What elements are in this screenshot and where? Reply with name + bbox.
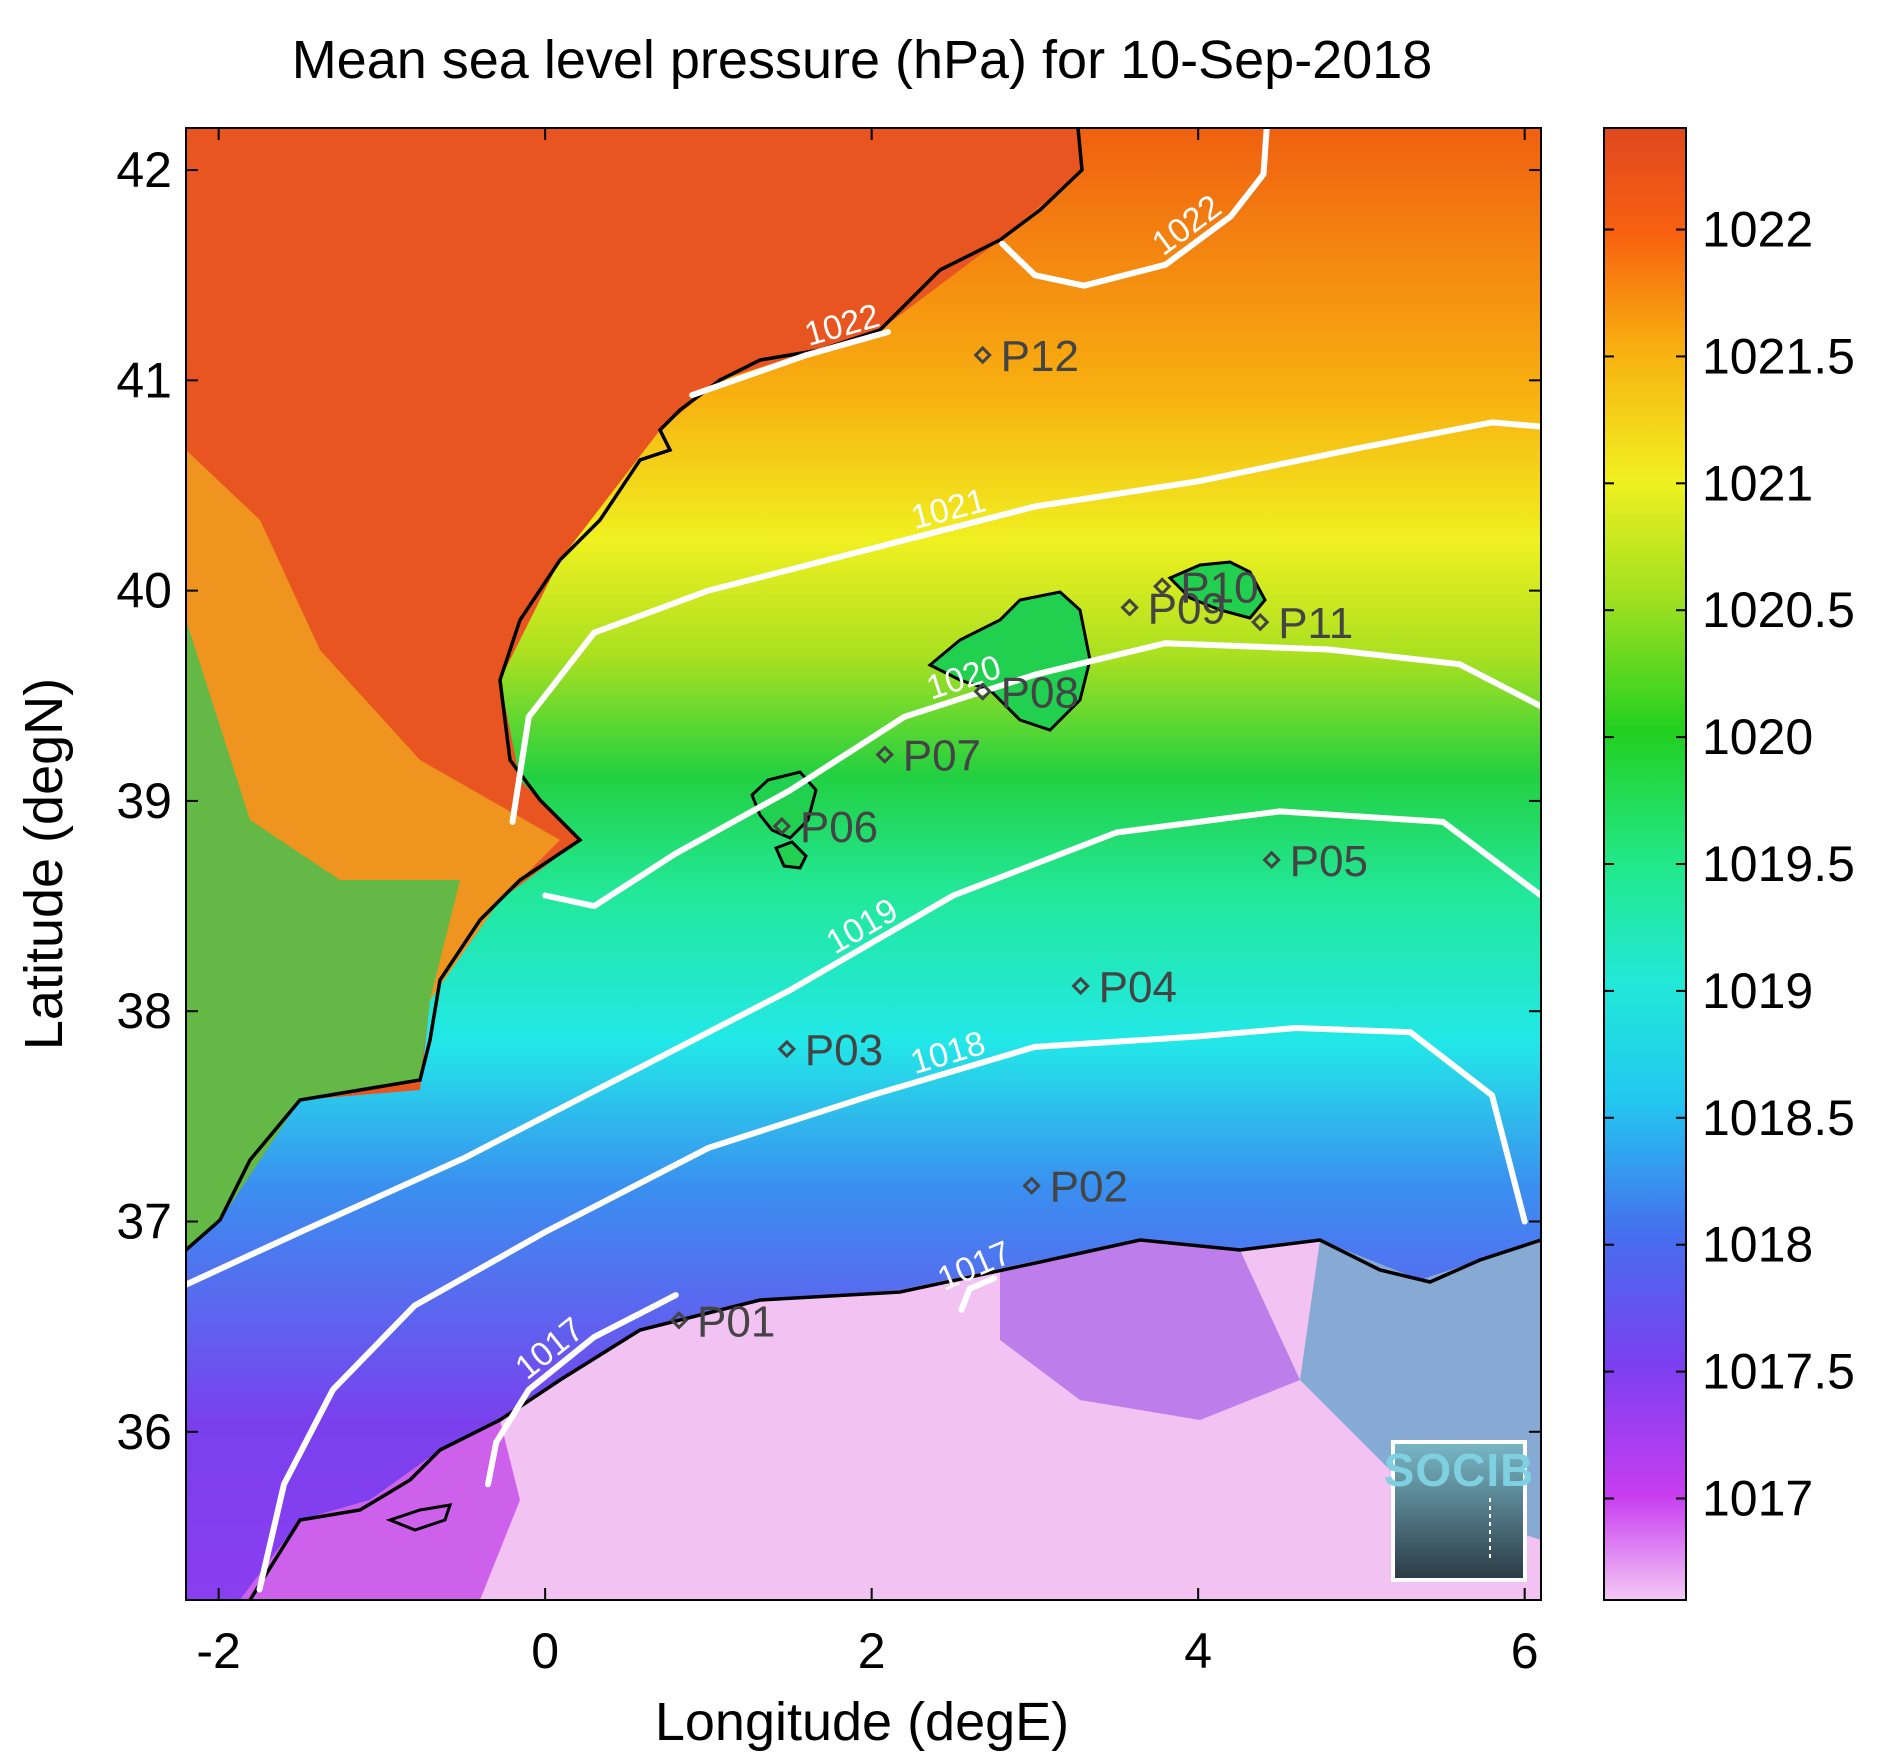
contour-1017 xyxy=(485,1292,679,1488)
station-marker xyxy=(777,1039,797,1059)
colorbar-tick-label: 1019.5 xyxy=(1702,836,1855,892)
colorbar-tick-label: 1022 xyxy=(1702,202,1813,258)
colorbar-tick-label: 1019 xyxy=(1702,963,1813,1019)
colorbar-tick-label: 1017 xyxy=(1702,1470,1813,1526)
x-tick-label: 2 xyxy=(858,1623,886,1679)
contour-1018 xyxy=(256,1025,1528,1593)
station-marker xyxy=(1153,577,1172,596)
station-marker xyxy=(1262,850,1281,870)
station-marker xyxy=(1071,976,1090,996)
station-marker xyxy=(1022,1176,1041,1195)
y-tick-label: 38 xyxy=(116,983,172,1039)
y-tick-label: 41 xyxy=(116,352,172,408)
coastline-iberia xyxy=(186,128,1084,1252)
x-tick-label: -2 xyxy=(196,1623,240,1679)
island-formentera xyxy=(773,840,808,870)
colorbar-tick-label: 1021.5 xyxy=(1702,328,1855,384)
land-iberia-southwest xyxy=(186,620,460,1250)
contour-1019 xyxy=(186,808,1541,1288)
station-label: P02 xyxy=(1050,1163,1128,1212)
island-ibiza xyxy=(750,770,818,840)
plot-frame xyxy=(185,127,1542,1601)
x-tick-label: 4 xyxy=(1184,1623,1212,1679)
x-tick-label: 0 xyxy=(531,1623,559,1679)
island-menorca xyxy=(1167,560,1267,620)
contour-1022 xyxy=(689,329,891,399)
x-tick-label: 6 xyxy=(1511,1623,1539,1679)
station-label: P05 xyxy=(1290,837,1368,886)
station-marker xyxy=(973,345,992,365)
colorbar-tick-label: 1020 xyxy=(1702,709,1813,765)
colorbar-tick-label: 1020.5 xyxy=(1702,582,1855,638)
y-tick-label: 37 xyxy=(116,1193,172,1249)
station-marker xyxy=(669,1311,689,1330)
station-marker xyxy=(973,682,992,701)
colorbar-tick-label: 1017.5 xyxy=(1702,1344,1855,1400)
station-label: P10 xyxy=(1180,563,1258,612)
y-tick-label: 39 xyxy=(116,773,172,829)
station-label: P01 xyxy=(697,1297,775,1346)
contour-1021 xyxy=(509,419,1541,825)
station-label: P08 xyxy=(1001,669,1079,718)
station-marker xyxy=(1120,598,1139,617)
colorbar-tick-label: 1021 xyxy=(1702,455,1813,511)
contour-1022 xyxy=(999,128,1270,289)
station-label: P07 xyxy=(903,732,981,781)
colorbar-tick-label: 1018 xyxy=(1702,1217,1813,1273)
socib-logo-text: SOCIB xyxy=(1384,1444,1535,1496)
coastline-africa xyxy=(248,1238,1541,1600)
y-axis-label: Latitude (degN) xyxy=(14,678,74,1050)
station-label: P04 xyxy=(1099,963,1177,1012)
station-label: P06 xyxy=(800,803,878,852)
y-tick-label: 36 xyxy=(116,1404,172,1460)
land-africa-west xyxy=(240,1420,520,1600)
station-marker xyxy=(1251,612,1270,632)
station-label: P03 xyxy=(805,1026,883,1075)
colorbar-fill xyxy=(1603,127,1687,1601)
station-label: P11 xyxy=(1278,599,1353,648)
island-alboran-like xyxy=(385,1503,453,1532)
land-africa-mid xyxy=(1000,1240,1300,1420)
y-tick-label: 42 xyxy=(116,142,172,198)
y-tick-label: 40 xyxy=(116,563,172,619)
station-marker xyxy=(875,745,894,764)
y-axis: 36 37 38 39 40 41 42 xyxy=(116,142,1541,1460)
contour-1017 xyxy=(958,1275,998,1313)
station-label: P12 xyxy=(1001,332,1079,381)
station-marker xyxy=(772,816,792,836)
contour-1020 xyxy=(542,640,1541,910)
colorbar: 1017 1017.5 1018 1018.5 1019 1019.5 1020 1020.5… xyxy=(1603,127,1855,1601)
chart-title: Mean sea level pressure (hPa) for 10-Sep… xyxy=(292,30,1433,90)
x-axis: -2 0 2 4 6 xyxy=(196,128,1539,1679)
x-axis-label: Longitude (degE) xyxy=(655,1692,1069,1752)
colorbar-ticks: 1017 1017.5 1018 1018.5 1019 1019.5 1020 1020.5… xyxy=(1604,202,1855,1526)
colorbar-tick-label: 1018.5 xyxy=(1702,1090,1855,1146)
socib-logo: SOCIB xyxy=(1384,1440,1535,1582)
